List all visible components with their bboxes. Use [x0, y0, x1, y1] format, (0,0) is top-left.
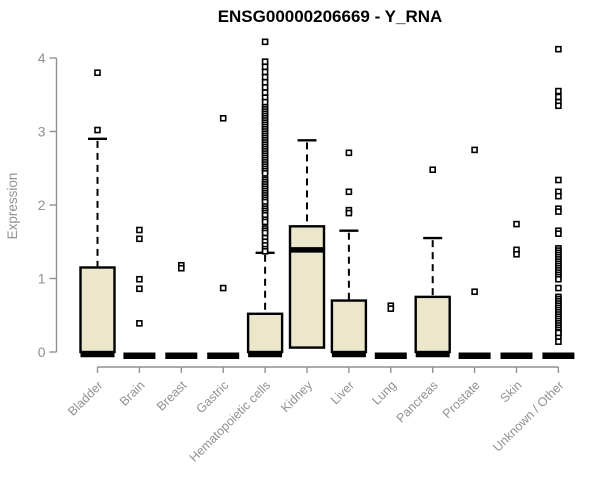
box-skin	[500, 220, 533, 359]
outlier-point	[555, 176, 562, 184]
iqr-box	[414, 295, 451, 354]
outlier-point	[136, 320, 143, 327]
box-pancreas	[414, 166, 451, 358]
outlier-point	[219, 284, 227, 292]
y-tick-label: 0	[38, 344, 46, 360]
collapsed-box	[165, 352, 198, 359]
outlier-point	[261, 229, 269, 237]
x-category-label: Bladder	[65, 378, 105, 418]
collapsed-box	[374, 352, 407, 359]
outlier-point	[345, 188, 353, 196]
outlier-point	[136, 275, 143, 283]
outlier-point	[136, 235, 143, 243]
box-lung	[374, 302, 407, 359]
outlier-point	[555, 93, 562, 101]
x-category-label: Pancreas	[394, 378, 441, 425]
x-category-label: Lung	[369, 378, 399, 408]
collapsed-box	[542, 352, 575, 359]
outlier-point	[345, 209, 353, 217]
outlier-point	[555, 102, 562, 110]
outlier-point	[136, 285, 143, 293]
box-hematopoietic-cells	[246, 38, 284, 358]
x-category-label: Unknown / Other	[490, 378, 566, 454]
outlier-point	[387, 305, 395, 312]
outlier-point	[136, 226, 143, 234]
outlier-point	[261, 68, 269, 76]
box-bladder	[79, 69, 116, 358]
x-category-label: Hematopoietic cells	[187, 378, 274, 465]
outlier-point	[471, 146, 478, 154]
x-category-label: Gastric	[193, 378, 231, 416]
outlier-point	[261, 89, 269, 96]
y-tick-label: 3	[38, 124, 46, 140]
outlier-point	[555, 329, 562, 337]
x-category-label: Breast	[154, 378, 190, 414]
chart-title: ENSG00000206669 - Y_RNA	[217, 7, 443, 26]
outlier-point	[555, 230, 562, 237]
outlier-point	[345, 149, 353, 157]
box-liver	[330, 149, 368, 358]
outlier-point	[261, 248, 269, 255]
x-category-label: Prostate	[440, 378, 483, 421]
outlier-point	[261, 170, 269, 177]
x-category-label: Skin	[498, 378, 525, 405]
outlier-point	[513, 250, 520, 258]
collapsed-box	[123, 352, 156, 359]
outlier-point	[94, 126, 101, 134]
box-kidney	[288, 139, 326, 349]
outlier-point	[555, 87, 562, 95]
outlier-point	[429, 166, 437, 174]
iqr-box	[330, 299, 368, 354]
outlier-point	[261, 58, 269, 65]
iqr-box	[246, 312, 284, 354]
box-breast	[165, 261, 198, 359]
box-prostate	[458, 146, 491, 359]
outlier-point	[261, 218, 269, 226]
box-unknown-other	[542, 45, 575, 359]
x-category-label: Brain	[117, 378, 148, 409]
x-category-label: Kidney	[278, 378, 315, 415]
y-axis: 0 1 2 3 4	[38, 50, 58, 360]
outlier-point	[471, 288, 478, 296]
collapsed-box	[207, 352, 240, 359]
outlier-point	[94, 69, 101, 76]
outlier-point	[555, 45, 562, 53]
outlier-point	[555, 284, 562, 292]
y-tick-label: 4	[38, 50, 46, 66]
outlier-point	[178, 264, 185, 272]
box-brain	[123, 226, 156, 359]
y-tick-label: 1	[38, 271, 46, 287]
collapsed-box	[458, 352, 491, 359]
outlier-point	[555, 275, 562, 283]
outlier-point	[261, 38, 269, 46]
outlier-point	[219, 114, 227, 122]
y-tick-label: 2	[38, 197, 46, 213]
collapsed-box	[500, 352, 533, 359]
outlier-point	[261, 73, 269, 81]
outlier-point	[555, 192, 562, 200]
outlier-point	[261, 78, 269, 86]
outlier-point	[555, 338, 562, 346]
outlier-point	[555, 208, 562, 215]
iqr-box	[288, 225, 326, 349]
outlier-point	[513, 220, 520, 228]
iqr-box	[79, 266, 116, 354]
outlier-point	[261, 84, 269, 91]
outlier-point	[261, 63, 269, 71]
box-gastric	[207, 114, 240, 359]
outlier-point	[261, 98, 269, 106]
x-category-label: Liver	[328, 378, 357, 407]
